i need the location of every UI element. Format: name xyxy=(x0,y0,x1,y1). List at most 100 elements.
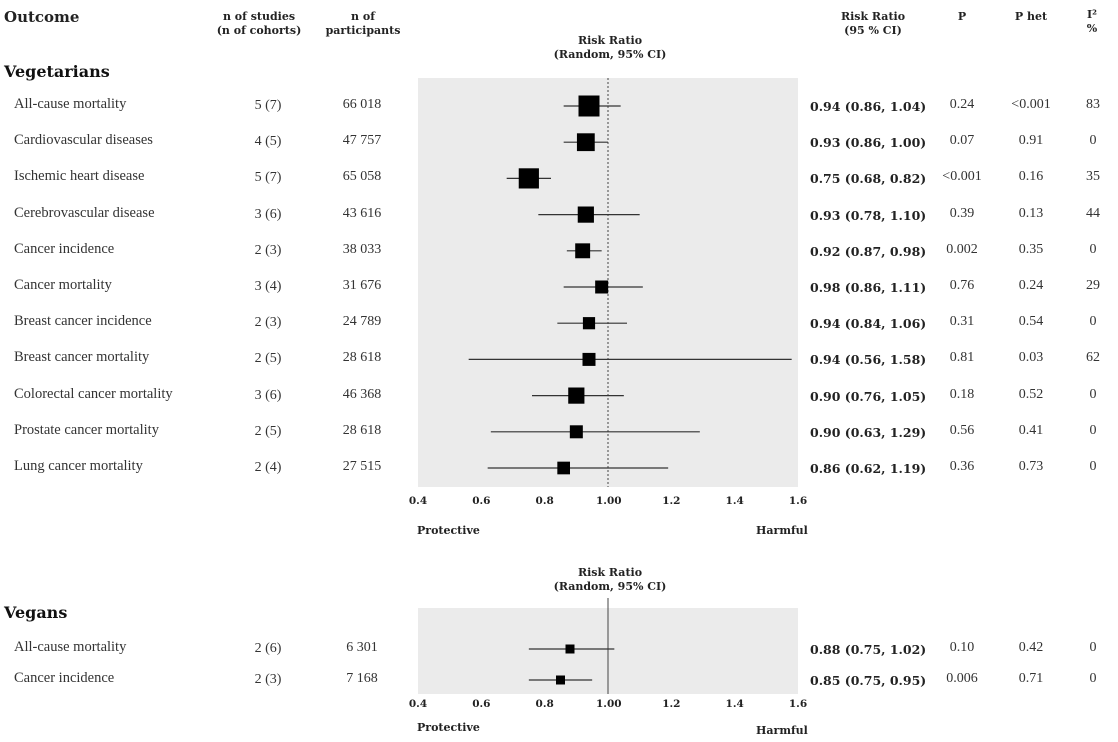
outcome-label: Breast cancer incidence xyxy=(14,313,152,330)
outcome-label: Cerebrovascular disease xyxy=(14,204,155,221)
risk-ratio-value: 0.90 (0.76, 1.05) xyxy=(810,388,927,404)
plot-title-line2: (Random, 95% CI) xyxy=(553,580,667,593)
p-value: 0.56 xyxy=(949,422,975,438)
x-tick-label: 0.4 xyxy=(408,698,428,710)
header-studies-line2: (n of cohorts) xyxy=(216,24,302,37)
x-tick-label: 1.4 xyxy=(725,495,744,507)
phet-value: 0.73 xyxy=(1018,459,1044,474)
header-risk-ratio: Risk Ratio (95 % CI) xyxy=(818,10,928,38)
x-tick-label: 1.2 xyxy=(662,698,681,710)
i2-value: 0 xyxy=(1089,314,1097,330)
x-tick-label: 1.4 xyxy=(725,698,744,710)
risk-ratio-value: 0.94 (0.86, 1.04) xyxy=(810,99,927,114)
i2-value: 0 xyxy=(1089,671,1097,686)
phet-value: 0.41 xyxy=(1018,422,1044,438)
i2-value: 0 xyxy=(1089,640,1097,655)
phet-value: 0.24 xyxy=(1018,278,1044,293)
plot-title-line2: (Random, 95% CI) xyxy=(553,48,667,61)
x-tick-label: 1.2 xyxy=(662,495,681,507)
x-tick-label: 0.6 xyxy=(472,495,491,507)
header-studies: n of studies (n of cohorts) xyxy=(200,10,318,38)
header-rr-line1: Risk Ratio xyxy=(840,10,906,23)
i2-value: 0 xyxy=(1089,422,1097,438)
point-estimate xyxy=(576,133,595,152)
point-estimate xyxy=(582,317,596,330)
phet-value: <0.001 xyxy=(1011,97,1051,112)
phet-value: 0.71 xyxy=(1018,671,1044,686)
point-estimate xyxy=(569,425,583,439)
i2-value: 35 xyxy=(1086,169,1100,185)
studies-value: 5 (7) xyxy=(254,98,282,113)
risk-ratio-value: 0.90 (0.63, 1.29) xyxy=(810,424,927,440)
outcome-label: Cancer incidence xyxy=(14,240,115,257)
risk-ratio-value: 0.92 (0.87, 0.98) xyxy=(810,243,927,259)
section-label-vegetarians: Vegetarians xyxy=(4,62,110,81)
header-participants-line1: n of xyxy=(351,10,375,23)
studies-value: 2 (5) xyxy=(254,423,282,439)
participants-value: 38 033 xyxy=(342,241,382,257)
plot-title-line1: Risk Ratio xyxy=(577,566,643,579)
x-tick-label: 1.00 xyxy=(596,495,622,507)
i2-value: 29 xyxy=(1086,278,1100,293)
studies-value: 2 (4) xyxy=(254,460,282,475)
header-i2-unit: % xyxy=(1086,22,1098,35)
outcome-label: All-cause mortality xyxy=(14,96,127,112)
risk-ratio-value: 0.98 (0.86, 1.11) xyxy=(810,280,927,295)
point-estimate xyxy=(518,168,539,189)
point-estimate xyxy=(557,461,571,475)
p-value: 0.07 xyxy=(949,133,975,149)
phet-value: 0.52 xyxy=(1018,386,1044,402)
participants-value: 31 676 xyxy=(342,278,382,293)
participants-value: 43 616 xyxy=(342,205,382,221)
i2-value: 44 xyxy=(1086,205,1100,221)
risk-ratio-value: 0.93 (0.86, 1.00) xyxy=(810,135,927,151)
studies-value: 2 (3) xyxy=(254,242,282,258)
outcome-label: Cancer mortality xyxy=(14,277,112,293)
i2-value: 62 xyxy=(1086,350,1100,366)
studies-value: 3 (6) xyxy=(254,387,282,403)
risk-ratio-value: 0.93 (0.78, 1.10) xyxy=(810,207,927,223)
point-estimate xyxy=(595,280,609,294)
point-estimate xyxy=(565,644,575,654)
outcome-label: Colorectal cancer mortality xyxy=(14,385,173,402)
phet-value: 0.54 xyxy=(1018,314,1044,330)
i2-value: 0 xyxy=(1089,133,1097,149)
protective-label-vegetarians: Protective xyxy=(417,524,480,537)
p-value: 0.24 xyxy=(949,97,975,112)
phet-value: 0.03 xyxy=(1018,350,1044,366)
risk-ratio-value: 0.94 (0.56, 1.58) xyxy=(810,352,927,368)
risk-ratio-value: 0.88 (0.75, 1.02) xyxy=(810,642,927,657)
p-value: 0.39 xyxy=(949,205,975,221)
risk-ratio-value: 0.85 (0.75, 0.95) xyxy=(810,673,927,688)
phet-value: 0.16 xyxy=(1018,169,1044,185)
p-value: <0.001 xyxy=(942,169,982,185)
participants-value: 6 301 xyxy=(346,640,378,655)
participants-value: 47 757 xyxy=(342,133,382,149)
risk-ratio-value: 0.94 (0.84, 1.06) xyxy=(810,316,927,332)
x-tick-label: 1.6 xyxy=(788,698,808,710)
header-rr-line2: (95 % CI) xyxy=(844,24,902,37)
p-value: 0.006 xyxy=(946,671,978,686)
p-value: 0.002 xyxy=(946,241,978,257)
harmful-label-vegans: Harmful xyxy=(756,724,808,737)
participants-value: 66 018 xyxy=(342,97,382,112)
phet-value: 0.35 xyxy=(1018,241,1044,257)
studies-value: 5 (7) xyxy=(254,170,282,186)
section-label-vegans: Vegans xyxy=(4,603,68,622)
participants-value: 46 368 xyxy=(342,386,382,402)
x-tick-label: 1.6 xyxy=(788,495,808,507)
outcome-label: Cancer incidence xyxy=(14,670,115,686)
participants-value: 7 168 xyxy=(346,671,378,686)
outcome-label: All-cause mortality xyxy=(14,639,127,655)
plot-title-vegetarians: Risk Ratio (Random, 95% CI) xyxy=(530,34,690,62)
x-tick-label: 1.00 xyxy=(596,698,622,710)
outcome-label: Breast cancer mortality xyxy=(14,349,150,366)
p-value: 0.10 xyxy=(949,640,975,655)
studies-value: 2 (6) xyxy=(254,641,282,656)
header-participants: n of participants xyxy=(318,10,408,38)
protective-label-vegans: Protective xyxy=(417,721,480,734)
studies-value: 2 (5) xyxy=(254,351,282,367)
studies-value: 2 (3) xyxy=(254,672,282,687)
header-studies-line1: n of studies xyxy=(222,10,296,23)
